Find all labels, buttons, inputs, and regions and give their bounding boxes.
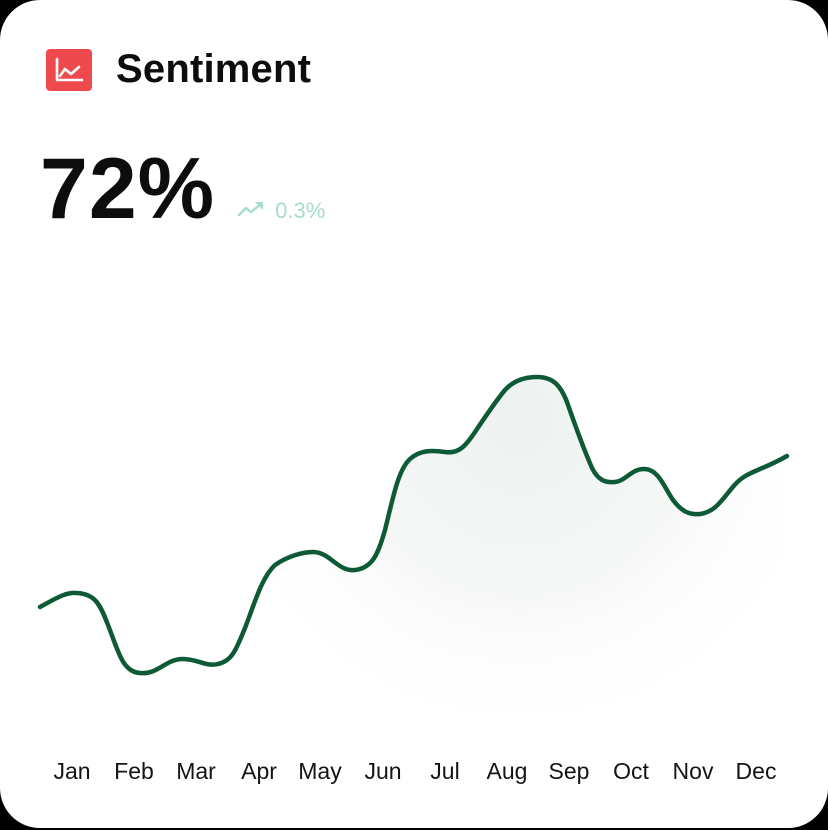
chart-line	[37, 374, 790, 676]
card-title: Sentiment	[116, 47, 312, 91]
x-axis-label: Nov	[672, 758, 714, 784]
x-axis-label: Jul	[430, 758, 460, 784]
x-axis-label: Aug	[486, 758, 528, 784]
x-axis-label: Feb	[114, 758, 154, 784]
x-axis-label: Dec	[735, 758, 777, 784]
metric-block: 72% 0.3%	[40, 146, 325, 232]
line-chart-icon	[46, 48, 92, 91]
x-axis-label: Jan	[53, 758, 91, 784]
x-axis-label: Jun	[364, 758, 402, 784]
metric-value: 72%	[40, 141, 216, 237]
x-axis-label: Apr	[241, 758, 277, 784]
x-axis-label: Oct	[613, 758, 649, 784]
delta-badge: 0.3%	[237, 198, 325, 224]
delta-value: 0.3%	[275, 198, 326, 223]
card-header: Sentiment	[46, 47, 311, 92]
x-axis-label: Mar	[176, 758, 216, 784]
x-axis-label: May	[298, 758, 342, 784]
x-axis-label: Sep	[548, 758, 590, 784]
trending-up-icon	[237, 201, 265, 222]
x-axis: Jan Feb Mar Apr May Jun Jul Aug Sep Oct …	[0, 758, 828, 788]
chart-area-fill	[40, 377, 787, 760]
